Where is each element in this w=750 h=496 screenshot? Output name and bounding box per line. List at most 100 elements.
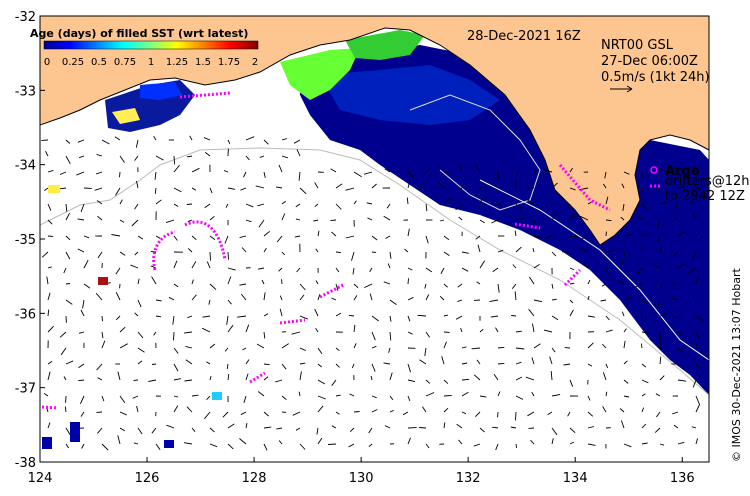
velocity-arrow (60, 347, 67, 356)
velocity-arrow (569, 309, 574, 317)
velocity-arrow (443, 171, 449, 174)
velocity-arrow (239, 235, 247, 239)
velocity-arrow (173, 155, 176, 165)
velocity-arrow (622, 203, 625, 211)
velocity-arrow (673, 424, 679, 429)
velocity-arrow (581, 235, 589, 240)
velocity-arrow (476, 359, 481, 365)
velocity-arrow (327, 443, 337, 445)
velocity-arrow (119, 219, 125, 223)
velocity-arrow (479, 427, 485, 433)
velocity-arrow (443, 341, 447, 349)
velocity-arrow (281, 200, 286, 205)
velocity-arrow (641, 331, 651, 335)
lon-tick-label: 126 (135, 471, 160, 486)
velocity-arrow (641, 407, 645, 413)
velocity-arrow (389, 395, 394, 401)
velocity-arrow (172, 315, 175, 325)
velocity-arrow (151, 427, 157, 434)
velocity-arrow (407, 278, 409, 285)
velocity-arrow (652, 264, 661, 269)
velocity-arrow (455, 315, 463, 320)
velocity-arrow (673, 315, 679, 319)
velocity-arrow (183, 442, 193, 445)
sst-coverage-west-yellow (112, 108, 140, 124)
velocity-arrow (245, 373, 249, 381)
velocity-arrow (623, 340, 626, 349)
velocity-arrow (407, 331, 413, 335)
velocity-arrow (209, 187, 213, 194)
velocity-arrow (47, 266, 52, 269)
velocity-arrow (694, 299, 697, 305)
velocity-arrow (191, 167, 200, 173)
velocity-arrow (417, 185, 427, 189)
velocity-arrow (551, 393, 561, 397)
velocity-arrow (173, 187, 182, 193)
velocity-arrow (531, 391, 535, 397)
velocity-arrow (227, 139, 231, 145)
velocity-arrow (515, 443, 517, 449)
velocity-arrow (186, 155, 193, 158)
lon-tick-label: 132 (456, 471, 481, 486)
velocity-arrow (115, 187, 121, 196)
velocity-arrow (173, 331, 175, 341)
velocity-arrow (353, 171, 362, 178)
velocity-arrow (497, 362, 505, 365)
velocity-arrow (587, 363, 593, 367)
velocity-arrow (353, 283, 359, 289)
lon-tick-label: 128 (242, 471, 267, 486)
velocity-arrow (491, 219, 499, 224)
velocity-arrow (47, 360, 53, 365)
velocity-arrow (65, 360, 74, 365)
velocity-arrow (640, 309, 643, 317)
velocity-arrow (569, 379, 574, 387)
velocity-arrow (345, 235, 355, 239)
velocity-arrow (281, 251, 286, 256)
velocity-arrow (263, 426, 272, 429)
velocity-arrow (689, 201, 697, 205)
velocity-arrow (515, 347, 525, 350)
velocity-arrow (353, 343, 357, 349)
velocity-arrow (657, 187, 661, 192)
velocity-arrow (263, 363, 270, 366)
velocity-arrow (603, 183, 607, 189)
velocity-arrow (371, 315, 379, 322)
lat-tick-label: -37 (15, 382, 36, 397)
velocity-arrow (153, 136, 157, 141)
velocity-arrow (567, 411, 571, 417)
velocity-arrow (407, 437, 411, 445)
velocity-arrow (353, 411, 360, 413)
velocity-arrow (137, 347, 145, 353)
velocity-arrow (441, 356, 445, 365)
velocity-arrow (242, 347, 247, 351)
velocity-arrow (657, 299, 661, 308)
velocity-arrow (65, 155, 71, 165)
velocity-arrow (83, 235, 90, 239)
velocity-arrow (65, 427, 72, 436)
velocity-arrow (209, 443, 218, 448)
velocity-arrow (299, 315, 308, 320)
velocity-arrow (461, 362, 468, 365)
velocity-arrow (493, 374, 499, 381)
velocity-arrow (459, 164, 463, 173)
velocity-arrow (227, 187, 235, 190)
velocity-arrow (206, 261, 211, 269)
velocity-arrow (240, 293, 247, 301)
velocity-arrow (443, 422, 446, 429)
velocity-arrow (95, 293, 103, 301)
velocity-arrow (692, 212, 697, 221)
velocity-arrow (460, 327, 463, 333)
velocity-arrow (370, 375, 373, 381)
velocity-arrow (371, 409, 378, 413)
velocity-arrow (587, 295, 590, 301)
velocity-arrow (383, 281, 391, 285)
velocity-arrow (183, 331, 193, 334)
velocity-arrow (257, 267, 265, 270)
velocity-arrow (692, 251, 697, 261)
velocity-arrow (677, 171, 681, 176)
velocity-arrow (298, 391, 301, 397)
velocity-arrow (659, 167, 662, 173)
velocity-arrow (695, 395, 700, 405)
velocity-arrow (641, 363, 647, 368)
velocity-arrow (187, 248, 193, 253)
